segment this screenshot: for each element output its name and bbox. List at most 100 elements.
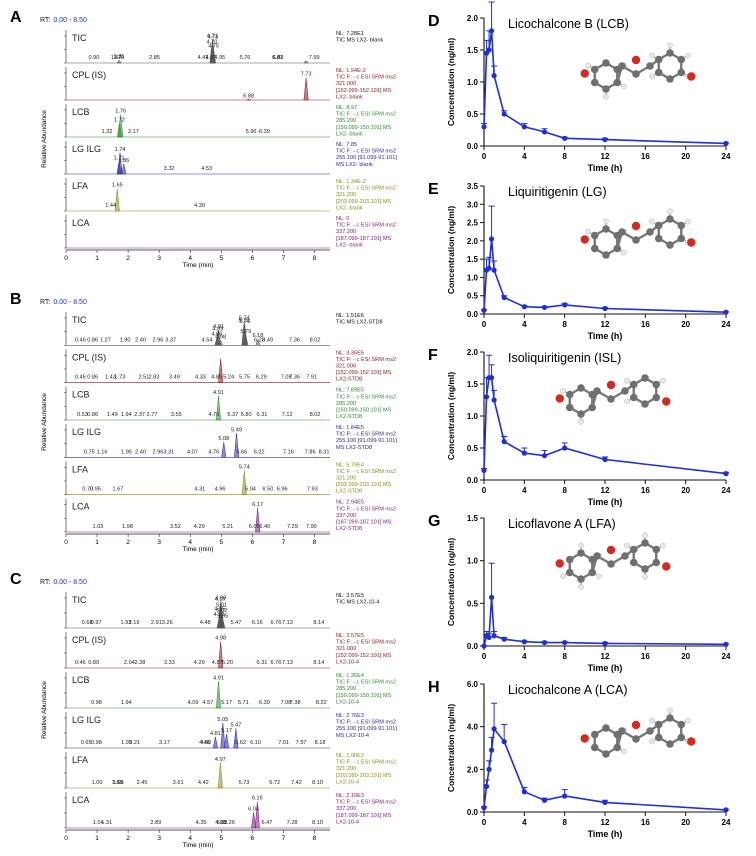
- x-tick-label: 8: [562, 818, 567, 827]
- rt-range-value: 0.00 - 8.50: [53, 579, 87, 586]
- chromatogram-peak: [224, 733, 230, 749]
- y-tick-label: 1.5: [467, 380, 479, 389]
- y-axis-title: Concentration (ng/ml): [446, 538, 456, 626]
- scan-filter-line: [150.099-150.101] MS: [336, 407, 392, 413]
- trace-lfa: LFA 5.74 0.700.95 1.67 4.31 4.96 5.94 6.50 6.96 7…: [64, 461, 396, 495]
- peak-label: 4.50: [200, 740, 211, 746]
- peak-label: 4.35: [196, 820, 207, 826]
- y-tick-label: 0.5: [467, 292, 479, 301]
- data-point: [723, 807, 729, 813]
- data-point: [723, 471, 729, 477]
- peak-label: 1.73: [114, 375, 125, 381]
- x-tick-label: 4: [522, 320, 527, 329]
- scan-filter-line: TIC F: - c ESI SRM ms2: [336, 720, 396, 726]
- peak-label: 1.27: [100, 337, 111, 343]
- chromatogram-peak: [116, 123, 122, 138]
- peak-label: 6.76: [271, 620, 282, 626]
- peak-label: 1.16: [97, 449, 108, 455]
- pk-title: Licoflavone A (LFA): [508, 517, 616, 531]
- data-point: [562, 135, 568, 141]
- peak-label: 4.91: [213, 390, 224, 396]
- scan-filter-line: [152.099-152.101] MS: [336, 653, 392, 659]
- carbon-atom: [652, 380, 661, 389]
- carbon-atom: [666, 241, 674, 249]
- data-point: [723, 309, 729, 315]
- peak-label: 2.40: [135, 337, 146, 343]
- y-tick-label: 3.5: [467, 182, 479, 191]
- y-axis-title: Concentration (ng/ml): [446, 206, 456, 294]
- peak-label: 1.62: [111, 55, 122, 61]
- peak-label: 4.46: [199, 740, 210, 746]
- peak-label: 6.10: [250, 740, 261, 746]
- peak-label: 4.95: [214, 55, 225, 61]
- peak-label: 4.76: [208, 449, 219, 455]
- chromatogram-peak: [254, 801, 260, 829]
- peak-label: 5.47: [230, 620, 241, 626]
- peak-label: 6.50: [262, 487, 273, 493]
- data-point: [481, 467, 487, 473]
- chromatogram-peak: [116, 59, 122, 64]
- scan-filter-line: TIC F: - c ESI SRM ms2: [336, 640, 396, 646]
- peak-label: 3.49: [169, 375, 180, 381]
- peak-label: 6.16: [252, 795, 263, 801]
- peak-label: 6.49: [262, 337, 273, 343]
- trace-label: TIC: [72, 315, 87, 325]
- peak-label: 0.90: [89, 55, 100, 61]
- oxygen-atom: [606, 380, 616, 390]
- x-tick-label: 0: [482, 152, 487, 161]
- x-tick-label: 2: [126, 539, 130, 546]
- peak-label: 0.65: [81, 740, 92, 746]
- carbon-atom: [577, 575, 585, 583]
- peak-label: 4.93: [214, 612, 225, 618]
- hydrogen-atom: [667, 208, 673, 214]
- carbon-atom: [677, 720, 686, 729]
- x-tick-label: 24: [722, 486, 731, 495]
- peak-label: 5.05: [217, 614, 228, 620]
- carbon-atom: [641, 400, 649, 408]
- carbon-atom: [607, 395, 615, 403]
- data-point: [541, 797, 548, 803]
- peak-label: 7.36: [289, 337, 300, 343]
- oxygen-atom: [580, 69, 589, 78]
- data-point: [491, 73, 497, 79]
- y-tick-label: 1.0: [467, 412, 479, 421]
- scan-filter-line: TIC F: - c ESI SRM ms2: [336, 800, 396, 806]
- chromatogram-peak: [233, 728, 239, 749]
- carbon-atom: [590, 244, 599, 253]
- trace-lfa: LFA 4.97 1.00 1.651.68 2.45 3.61 4.42 5.73 6.72 7…: [64, 752, 396, 789]
- data-point: [481, 124, 487, 130]
- peak-label: 5.94: [245, 487, 256, 493]
- scan-filter-line: MS LX2-STD8: [336, 445, 372, 451]
- x-tick-label: 16: [641, 152, 650, 161]
- chromatogram-peak: [209, 45, 215, 64]
- peak-label: 0.46: [75, 337, 86, 343]
- hydrogen-atom: [667, 707, 673, 714]
- peak-label: 1.72: [114, 117, 125, 123]
- y-tick-label: 2.5: [467, 219, 479, 228]
- y-tick-label: 2.0: [467, 348, 479, 357]
- data-point: [562, 445, 568, 451]
- carbon-atom: [632, 735, 640, 743]
- hydrogen-atom: [685, 717, 691, 724]
- peak-label: 0.46: [75, 375, 86, 381]
- x-tick-label: 3: [157, 539, 161, 546]
- data-point: [501, 111, 507, 117]
- data-point: [521, 124, 527, 130]
- peak-label: 7.13: [282, 660, 293, 666]
- data-point: [501, 439, 507, 445]
- chromatogram-peak: [214, 336, 220, 346]
- peak-label: 5.37: [227, 412, 238, 418]
- carbon-atom: [565, 555, 574, 564]
- rt-range-label: RT: 0.00 - 8.50: [40, 299, 87, 306]
- x-tick-label: 4: [522, 818, 527, 827]
- data-point: [488, 375, 495, 381]
- nl-value: NL: 1.90E2: [336, 753, 364, 759]
- y-tick-label: 1.5: [467, 514, 479, 523]
- trace-label: LCB: [72, 675, 90, 685]
- peak-label: 1.95: [121, 740, 132, 746]
- peak-label: 6.47: [262, 820, 273, 826]
- data-point: [521, 789, 527, 795]
- carbon-atom: [654, 55, 663, 64]
- scan-filter-line: 255.100 [91.099-91.101]: [336, 438, 397, 444]
